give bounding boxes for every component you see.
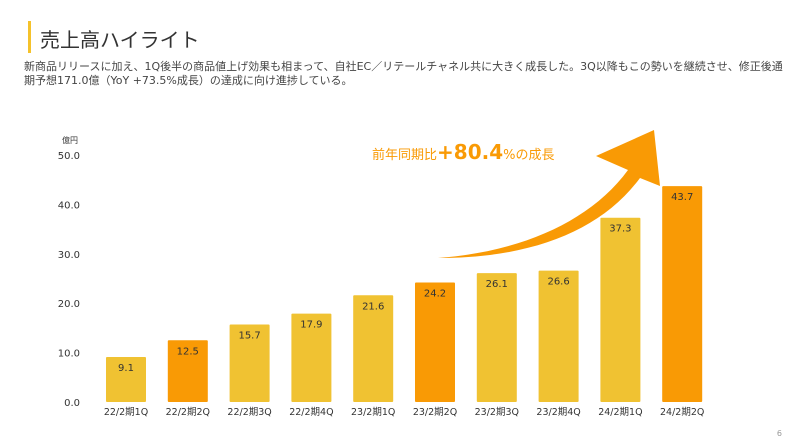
y-tick-label: 40.0 xyxy=(58,200,80,211)
bar-23/2期2Q xyxy=(415,282,455,402)
y-axis-unit: 億円 xyxy=(62,135,78,145)
data-label: 26.1 xyxy=(486,279,508,290)
bar-22/2期3Q xyxy=(229,324,270,402)
bar-23/2期3Q xyxy=(476,273,517,402)
data-label: 12.5 xyxy=(177,346,199,357)
bar-24/2期2Q xyxy=(662,186,703,402)
y-tick-label: 50.0 xyxy=(58,151,80,162)
data-label: 17.9 xyxy=(300,320,322,331)
bar-22/2期1Q xyxy=(106,357,146,402)
callout-prefix: 前年同期比 xyxy=(372,148,438,163)
x-tick-label: 22/2期2Q xyxy=(166,407,210,418)
callout-unit: % xyxy=(503,148,516,163)
x-tick-label: 24/2期2Q xyxy=(660,407,704,418)
data-label: 26.6 xyxy=(547,277,569,288)
bar-23/2期4Q xyxy=(538,270,579,402)
data-label: 9.1 xyxy=(118,363,134,374)
callout-value: +80.4 xyxy=(437,140,504,164)
y-tick-label: 20.0 xyxy=(58,299,80,310)
x-tick-label: 23/2期3Q xyxy=(475,407,519,418)
x-tick-label: 22/2期1Q xyxy=(104,407,148,418)
data-label: 24.2 xyxy=(424,288,446,299)
y-tick-label: 30.0 xyxy=(58,250,80,261)
bar-22/2期2Q xyxy=(167,340,208,402)
title-accent-bar xyxy=(28,21,31,53)
bar-23/2期1Q xyxy=(353,295,394,402)
x-tick-label: 23/2期2Q xyxy=(413,407,457,418)
callout-suffix: の成長 xyxy=(515,148,555,163)
growth-callout: 前年同期比+80.4%の成長 xyxy=(372,140,555,164)
x-tick-label: 23/2期4Q xyxy=(536,407,580,418)
bar-24/2期1Q xyxy=(600,217,641,402)
data-label: 21.6 xyxy=(362,301,384,312)
data-label: 43.7 xyxy=(671,192,693,203)
y-tick-label: 0.0 xyxy=(64,398,80,409)
description-text: 新商品リリースに加え、1Q後半の商品値上げ効果も相まって、自社EC／リテールチャ… xyxy=(24,60,783,87)
data-label: 15.7 xyxy=(238,330,260,341)
x-tick-label: 22/2期3Q xyxy=(227,407,271,418)
growth-arrow-icon xyxy=(438,130,660,258)
page-title: 売上高ハイライト xyxy=(40,28,200,52)
y-tick-label: 10.0 xyxy=(58,349,80,360)
x-tick-label: 24/2期1Q xyxy=(598,407,642,418)
bar-22/2期4Q xyxy=(291,313,332,402)
x-tick-label: 22/2期4Q xyxy=(289,407,333,418)
data-label: 37.3 xyxy=(609,224,631,235)
x-tick-label: 23/2期1Q xyxy=(351,407,395,418)
page-number: 6 xyxy=(776,429,782,438)
